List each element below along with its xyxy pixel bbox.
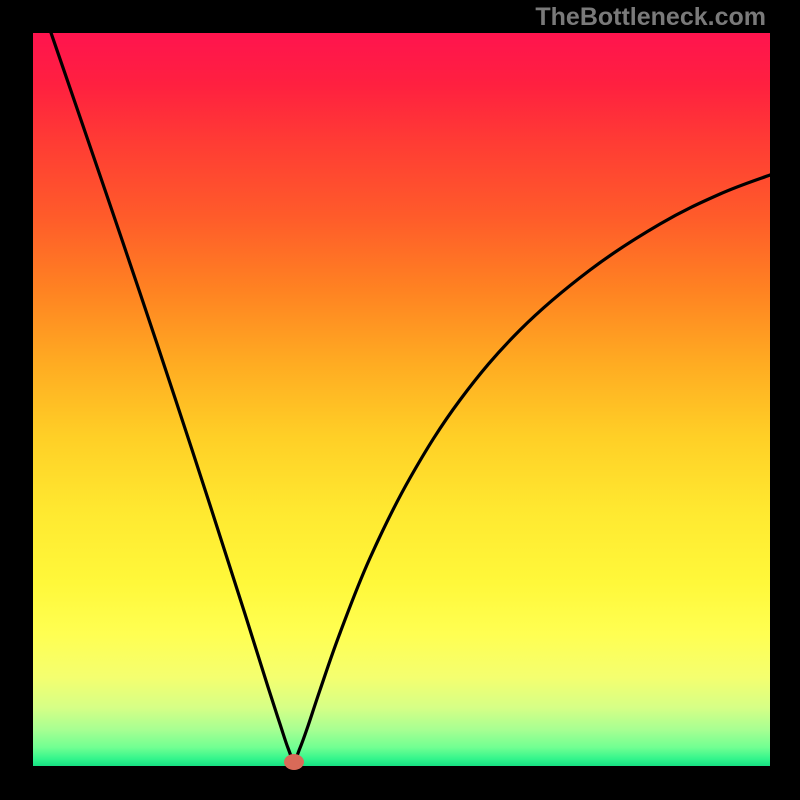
watermark-text: TheBottleneck.com	[535, 3, 766, 32]
minimum-marker	[284, 754, 304, 770]
bottleneck-curve	[0, 0, 800, 800]
curve-path	[38, 0, 770, 760]
chart-canvas: TheBottleneck.com	[0, 0, 800, 800]
